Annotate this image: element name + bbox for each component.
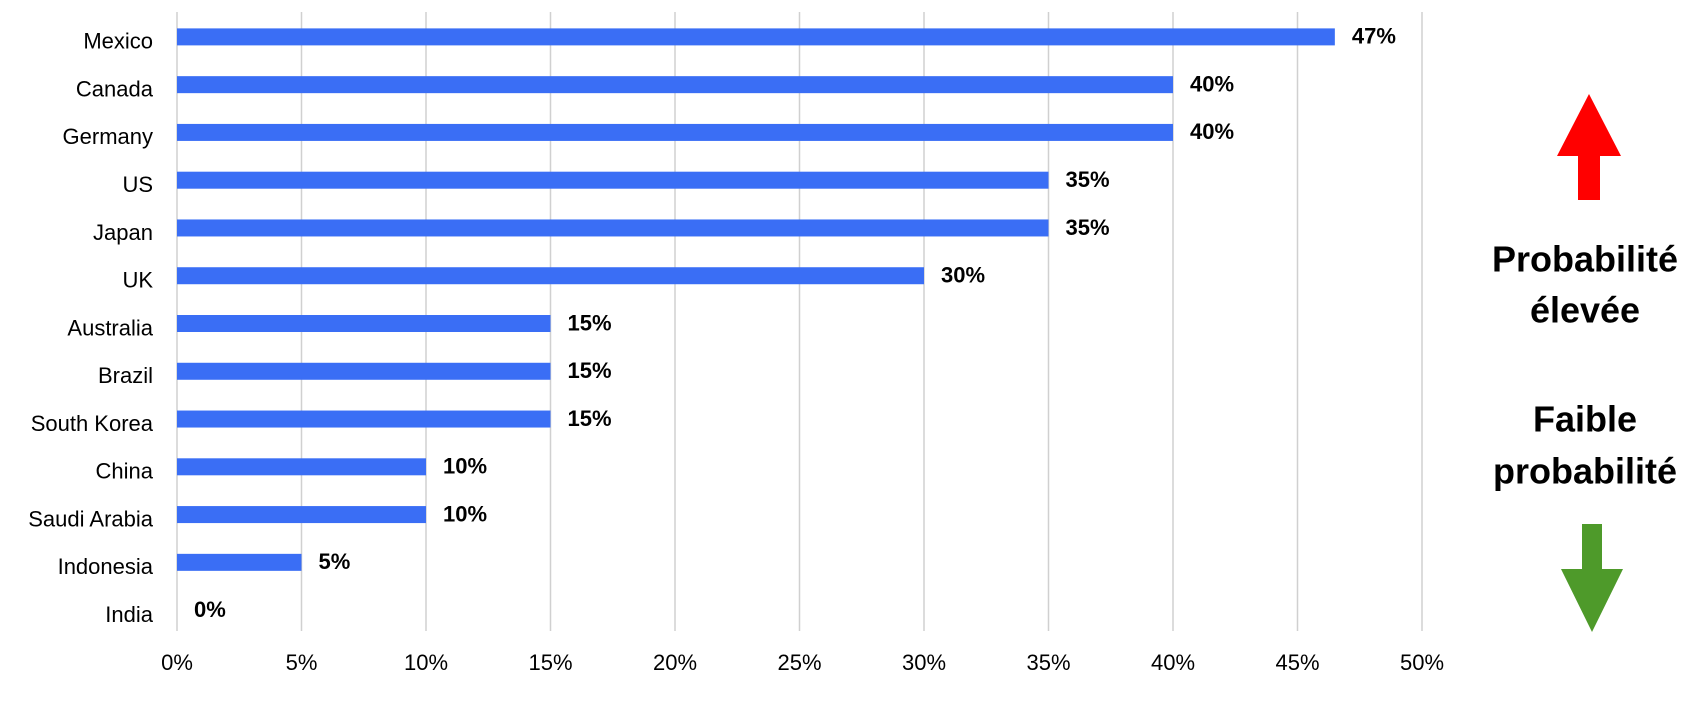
- bar: [177, 123, 1173, 141]
- value-label: 30%: [941, 263, 985, 288]
- value-label: 15%: [568, 358, 612, 383]
- bar: [177, 28, 1335, 46]
- bar: [177, 219, 1049, 237]
- x-tick-label: 15%: [528, 650, 572, 675]
- annotation: Probabilité: [1492, 239, 1678, 280]
- y-tick-label: Japan: [93, 220, 153, 245]
- y-tick-label: Indonesia: [58, 554, 154, 579]
- y-tick-label: Mexico: [83, 29, 153, 54]
- annotation: probabilité: [1493, 451, 1677, 492]
- y-tick-label: China: [96, 459, 154, 484]
- bar: [177, 362, 551, 380]
- annotation: Faible: [1533, 399, 1637, 440]
- y-tick-label: Australia: [67, 315, 153, 340]
- x-tick-label: 25%: [777, 650, 821, 675]
- y-tick-label: UK: [122, 268, 153, 293]
- value-label: 5%: [319, 549, 351, 574]
- bar: [177, 171, 1049, 189]
- value-label: 40%: [1190, 119, 1234, 144]
- bar: [177, 76, 1173, 94]
- value-label: 10%: [443, 501, 487, 526]
- y-tick-label: US: [122, 172, 153, 197]
- value-label: 15%: [568, 310, 612, 335]
- x-tick-label: 10%: [404, 650, 448, 675]
- bar: [177, 506, 426, 524]
- x-tick-label: 20%: [653, 650, 697, 675]
- y-tick-label: Saudi Arabia: [28, 506, 154, 531]
- annotation: élevée: [1530, 290, 1640, 331]
- x-tick-label: 5%: [286, 650, 318, 675]
- y-tick-label: India: [105, 602, 153, 627]
- y-tick-label: Germany: [63, 124, 153, 149]
- value-label: 40%: [1190, 71, 1234, 96]
- bar: [177, 267, 924, 285]
- bar: [177, 315, 551, 332]
- y-tick-label: South Korea: [31, 411, 154, 436]
- x-tick-label: 35%: [1026, 650, 1070, 675]
- value-label: 35%: [1066, 167, 1110, 192]
- bar: [177, 410, 551, 428]
- value-label: 47%: [1352, 24, 1396, 49]
- x-tick-label: 0%: [161, 650, 193, 675]
- x-tick-label: 40%: [1151, 650, 1195, 675]
- bar: [177, 553, 302, 571]
- y-tick-label: Brazil: [98, 363, 153, 388]
- down-arrow: [1561, 524, 1623, 632]
- bar: [177, 458, 426, 476]
- x-tick-label: 30%: [902, 650, 946, 675]
- value-label: 10%: [443, 454, 487, 479]
- x-tick-label: 45%: [1275, 650, 1319, 675]
- x-tick-label: 50%: [1400, 650, 1444, 675]
- value-label: 15%: [568, 406, 612, 431]
- y-tick-label: Canada: [76, 76, 154, 101]
- up-arrow: [1557, 94, 1621, 200]
- value-label: 35%: [1066, 215, 1110, 240]
- value-label: 0%: [194, 597, 226, 622]
